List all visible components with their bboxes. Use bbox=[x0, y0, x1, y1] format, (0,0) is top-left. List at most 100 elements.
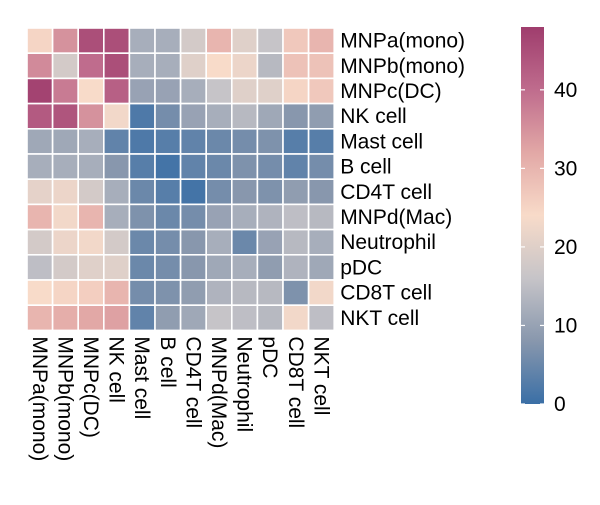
heatmap-cell bbox=[128, 203, 156, 231]
heatmap-cell bbox=[51, 77, 79, 105]
heatmap-cell bbox=[154, 27, 182, 55]
heatmap-cell bbox=[77, 304, 105, 332]
heatmap-cell bbox=[103, 178, 131, 206]
heatmap-cell bbox=[179, 27, 208, 55]
heatmap-cell bbox=[103, 228, 131, 256]
heatmap-cell bbox=[256, 128, 284, 155]
heatmap-cell bbox=[51, 128, 79, 155]
heatmap-cell bbox=[103, 128, 131, 155]
heatmap-cell bbox=[307, 304, 336, 332]
colorbar-tick-label: 40 bbox=[554, 79, 577, 102]
heatmap-cell bbox=[154, 77, 182, 105]
heatmap-cell bbox=[307, 203, 336, 231]
heatmap-cell bbox=[179, 304, 208, 332]
heatmap-cell bbox=[282, 178, 310, 206]
heatmap-cell bbox=[256, 203, 284, 231]
heatmap-cell bbox=[256, 52, 284, 80]
heatmap-cell bbox=[231, 153, 259, 181]
heatmap-cell bbox=[77, 102, 105, 130]
heatmap-cell bbox=[205, 77, 233, 105]
heatmap-cell bbox=[205, 279, 233, 307]
heatmap-cell bbox=[179, 279, 208, 307]
row-labels: MNPa(mono)MNPb(mono)MNPc(DC)NK cellMast … bbox=[340, 30, 465, 330]
heatmap-cell bbox=[231, 27, 259, 55]
heatmap-cell bbox=[128, 153, 156, 181]
heatmap-cell bbox=[26, 203, 54, 231]
heatmap-cell bbox=[282, 52, 310, 80]
heatmap-cell bbox=[282, 304, 310, 332]
heatmap-cell bbox=[26, 178, 54, 206]
heatmap-cell bbox=[103, 254, 131, 281]
heatmap-cell bbox=[282, 228, 310, 256]
heatmap-cell bbox=[26, 27, 54, 55]
heatmap-cell bbox=[26, 228, 54, 256]
heatmap-cell bbox=[256, 27, 284, 55]
heatmap-cell bbox=[128, 27, 156, 55]
heatmap-cell bbox=[128, 77, 156, 105]
heatmap-cell bbox=[256, 102, 284, 130]
row-label: NKT cell bbox=[340, 307, 419, 330]
heatmap-cell bbox=[77, 27, 105, 55]
heatmap-cell bbox=[154, 279, 182, 307]
heatmap-cell bbox=[77, 128, 105, 155]
heatmap-cell bbox=[282, 254, 310, 281]
heatmap-cell bbox=[26, 77, 54, 105]
heatmap-cell bbox=[231, 77, 259, 105]
heatmap-cell bbox=[205, 102, 233, 130]
heatmap-cell bbox=[256, 178, 284, 206]
heatmap-cell bbox=[256, 228, 284, 256]
heatmap-cell bbox=[26, 102, 54, 130]
heatmap-cell bbox=[51, 178, 79, 206]
heatmap-cell bbox=[307, 279, 336, 307]
column-label: MNPd(Mac) bbox=[207, 336, 230, 448]
heatmap-cell bbox=[256, 279, 284, 307]
heatmap-cell bbox=[231, 128, 259, 155]
heatmap-cell bbox=[205, 178, 233, 206]
heatmap-cell bbox=[179, 52, 208, 80]
heatmap-cell bbox=[307, 178, 336, 206]
heatmap-cell bbox=[26, 128, 54, 155]
row-label: MNPa(mono) bbox=[340, 30, 465, 53]
heatmap-cell bbox=[154, 304, 182, 332]
heatmap-cell bbox=[26, 304, 54, 332]
heatmap-cell bbox=[205, 203, 233, 231]
heatmap-cell bbox=[154, 178, 182, 206]
heatmap-cell bbox=[103, 203, 131, 231]
heatmap-cell bbox=[154, 228, 182, 256]
heatmap-cell bbox=[51, 102, 79, 130]
heatmap-cell bbox=[307, 27, 336, 55]
heatmap-cell bbox=[128, 52, 156, 80]
heatmap-cell bbox=[128, 102, 156, 130]
heatmap-cell bbox=[282, 102, 310, 130]
heatmap-cell bbox=[307, 128, 336, 155]
heatmap-cell bbox=[205, 304, 233, 332]
heatmap-cell bbox=[128, 178, 156, 206]
column-label: MNPb(mono) bbox=[53, 336, 76, 461]
heatmap-cell bbox=[205, 153, 233, 181]
heatmap-cell bbox=[128, 228, 156, 256]
heatmap-cell bbox=[231, 304, 259, 332]
heatmap-cell bbox=[231, 203, 259, 231]
heatmap-cell bbox=[51, 153, 79, 181]
heatmap-cell bbox=[205, 52, 233, 80]
heatmap-cell bbox=[103, 77, 131, 105]
heatmap-cell bbox=[51, 254, 79, 281]
heatmap-cell bbox=[282, 77, 310, 105]
heatmap-cell bbox=[103, 27, 131, 55]
heatmap-cell bbox=[77, 203, 105, 231]
heatmap-cell bbox=[307, 228, 336, 256]
heatmap-cell bbox=[231, 52, 259, 80]
heatmap-cell bbox=[282, 153, 310, 181]
heatmap-cell bbox=[77, 52, 105, 80]
heatmap-cell bbox=[256, 304, 284, 332]
heatmap-cell bbox=[205, 128, 233, 155]
heatmap-cell bbox=[179, 203, 208, 231]
row-label: CD8T cell bbox=[340, 282, 432, 305]
heatmap-cell bbox=[103, 153, 131, 181]
column-label: CD8T cell bbox=[284, 336, 307, 428]
row-label: pDC bbox=[340, 256, 382, 279]
row-label: MNPc(DC) bbox=[340, 80, 441, 103]
heatmap-cell bbox=[179, 153, 208, 181]
heatmap-cell bbox=[231, 279, 259, 307]
